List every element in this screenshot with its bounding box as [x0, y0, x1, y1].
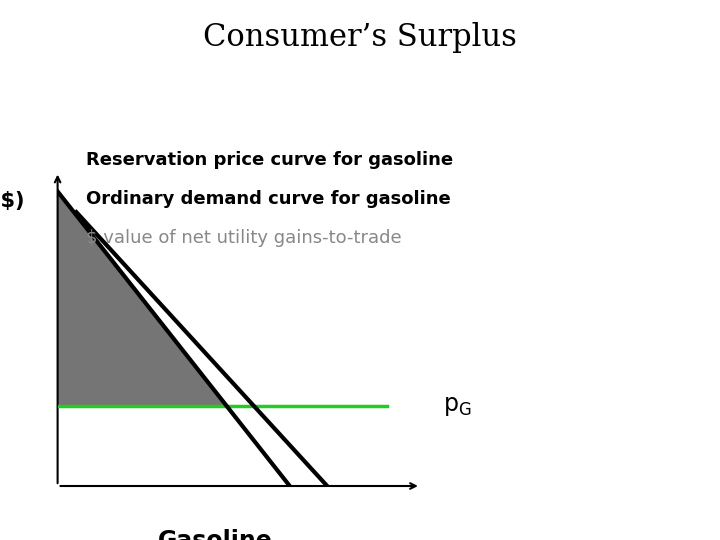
Polygon shape — [58, 192, 227, 407]
Text: Ordinary demand curve for gasoline: Ordinary demand curve for gasoline — [86, 190, 451, 208]
Text: p$_\mathregular{G}$: p$_\mathregular{G}$ — [443, 395, 472, 418]
Text: Consumer’s Surplus: Consumer’s Surplus — [203, 22, 517, 52]
Text: Gasoline: Gasoline — [158, 529, 272, 540]
Text: ($): ($) — [0, 191, 25, 211]
Text: $ value of net utility gains-to-trade: $ value of net utility gains-to-trade — [86, 229, 402, 247]
Text: Reservation price curve for gasoline: Reservation price curve for gasoline — [86, 151, 454, 169]
